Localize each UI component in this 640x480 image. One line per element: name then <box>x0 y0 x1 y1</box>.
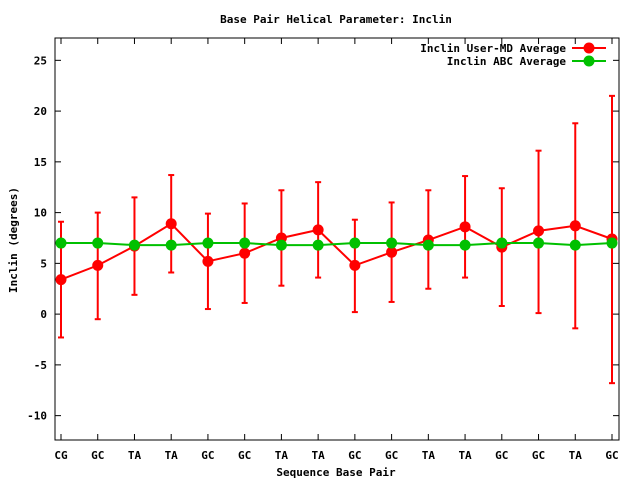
data-point-0 <box>55 274 67 286</box>
data-point-0 <box>312 224 324 236</box>
data-point-0 <box>92 259 104 271</box>
x-tick-label: TA <box>165 449 179 462</box>
data-point-1 <box>349 237 361 249</box>
x-tick-label: GC <box>348 449 361 462</box>
x-tick-label: CG <box>54 449 68 462</box>
data-point-1 <box>459 239 471 251</box>
data-point-0 <box>239 247 251 259</box>
data-point-1 <box>386 237 398 249</box>
data-point-0 <box>202 255 214 267</box>
x-tick-label: TA <box>569 449 583 462</box>
data-point-1 <box>128 239 140 251</box>
data-point-0 <box>459 221 471 233</box>
data-point-1 <box>606 237 618 249</box>
x-tick-label: GC <box>605 449 618 462</box>
series-line-0 <box>60 222 613 281</box>
y-tick-label: -5 <box>34 359 47 372</box>
data-point-1 <box>92 237 104 249</box>
y-axis-label: Inclin (degrees) <box>7 187 20 293</box>
data-point-0 <box>349 259 361 271</box>
data-point-1 <box>569 239 581 251</box>
x-tick-label: TA <box>128 449 142 462</box>
x-tick-label: GC <box>91 449 104 462</box>
data-point-0 <box>386 246 398 258</box>
x-tick-label: TA <box>312 449 326 462</box>
y-tick-label: 15 <box>34 156 47 169</box>
y-tick-label: 5 <box>40 257 47 270</box>
data-point-0 <box>533 225 545 237</box>
chart-title: Base Pair Helical Parameter: Inclin <box>220 13 452 26</box>
x-tick-label: GC <box>238 449 251 462</box>
x-tick-label: TA <box>458 449 472 462</box>
data-point-0 <box>569 220 581 232</box>
x-tick-label: TA <box>422 449 436 462</box>
x-tick-label: GC <box>201 449 214 462</box>
x-tick-label: GC <box>532 449 545 462</box>
x-tick-label: TA <box>275 449 289 462</box>
x-tick-label: GC <box>495 449 508 462</box>
data-point-1 <box>55 237 67 249</box>
legend-marker <box>583 55 595 67</box>
data-point-0 <box>165 218 177 230</box>
data-point-1 <box>239 237 251 249</box>
y-tick-label: 25 <box>34 54 47 67</box>
data-point-1 <box>275 239 287 251</box>
y-tick-label: -10 <box>27 410 47 423</box>
legend-label: Inclin ABC Average <box>447 55 567 68</box>
legend-marker <box>583 42 595 54</box>
y-tick-label: 20 <box>34 105 47 118</box>
y-tick-label: 0 <box>40 308 47 321</box>
series-line-1 <box>61 242 613 247</box>
y-tick-label: 10 <box>34 207 47 220</box>
data-point-1 <box>202 237 214 249</box>
legend-label: Inclin User-MD Average <box>420 42 566 55</box>
x-axis-label: Sequence Base Pair <box>276 466 396 479</box>
data-point-1 <box>496 237 508 249</box>
data-point-1 <box>422 239 434 251</box>
data-point-1 <box>533 237 545 249</box>
x-tick-label: GC <box>385 449 398 462</box>
data-point-1 <box>165 239 177 251</box>
data-point-1 <box>312 239 324 251</box>
plot-border <box>54 37 620 441</box>
